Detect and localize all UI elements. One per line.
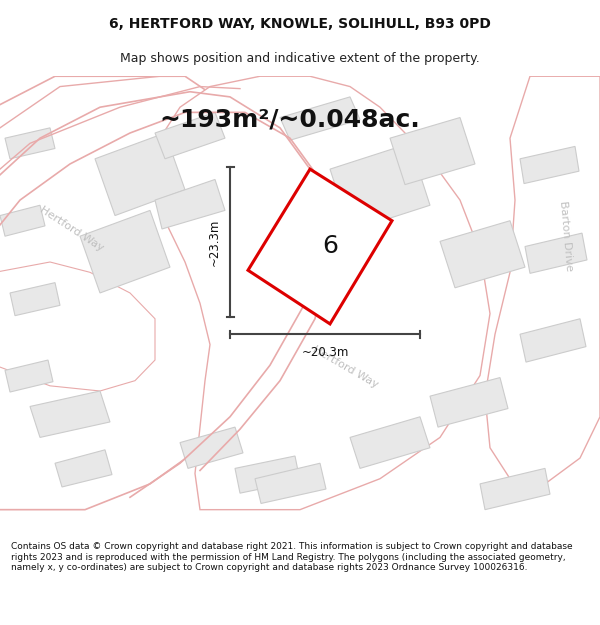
Polygon shape xyxy=(5,128,55,159)
Text: Hertford Way: Hertford Way xyxy=(38,205,106,253)
Polygon shape xyxy=(255,463,326,504)
Polygon shape xyxy=(430,378,508,427)
Text: ~193m²/~0.048ac.: ~193m²/~0.048ac. xyxy=(160,107,421,132)
Polygon shape xyxy=(0,205,45,236)
Text: Hertford Way: Hertford Way xyxy=(311,344,379,390)
Polygon shape xyxy=(280,97,360,140)
Polygon shape xyxy=(5,360,53,392)
Polygon shape xyxy=(520,319,586,362)
Polygon shape xyxy=(235,456,300,493)
Polygon shape xyxy=(0,76,340,509)
Polygon shape xyxy=(30,391,110,438)
Polygon shape xyxy=(390,118,475,184)
Text: 6: 6 xyxy=(322,234,338,258)
Polygon shape xyxy=(155,112,225,159)
Text: ~23.3m: ~23.3m xyxy=(208,218,221,266)
Polygon shape xyxy=(480,468,550,509)
Polygon shape xyxy=(0,262,155,391)
Text: Barton Drive: Barton Drive xyxy=(558,201,574,272)
Polygon shape xyxy=(180,427,243,468)
Polygon shape xyxy=(520,146,579,184)
Polygon shape xyxy=(155,179,225,229)
Text: Contains OS data © Crown copyright and database right 2021. This information is : Contains OS data © Crown copyright and d… xyxy=(11,542,572,572)
Text: 6, HERTFORD WAY, KNOWLE, SOLIHULL, B93 0PD: 6, HERTFORD WAY, KNOWLE, SOLIHULL, B93 0… xyxy=(109,17,491,31)
Polygon shape xyxy=(155,76,490,509)
Polygon shape xyxy=(485,76,600,484)
Text: ~20.3m: ~20.3m xyxy=(301,346,349,359)
Polygon shape xyxy=(330,143,430,231)
Polygon shape xyxy=(350,417,430,468)
Polygon shape xyxy=(80,211,170,293)
Polygon shape xyxy=(525,233,587,273)
Polygon shape xyxy=(10,282,60,316)
Polygon shape xyxy=(95,133,185,216)
Polygon shape xyxy=(440,221,525,288)
Polygon shape xyxy=(248,169,392,324)
Polygon shape xyxy=(55,450,112,487)
Text: Map shows position and indicative extent of the property.: Map shows position and indicative extent… xyxy=(120,52,480,65)
